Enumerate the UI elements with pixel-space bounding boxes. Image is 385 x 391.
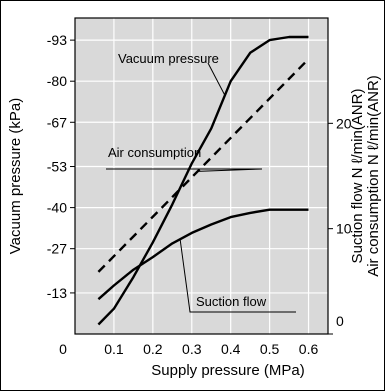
plot-border [74,17,329,335]
right-y-axis-label-2: Air consumption N ℓ/min(ANR) [365,75,382,277]
axis-ticks: 0 0.1 0.2 0.3 0.4 0.5 0.6 -93 -80 -67 -53 -40 -27 -13… [47,32,352,357]
right-tick-label: 0 [336,313,344,329]
air-consumption-leader [106,168,263,172]
x-tick-label: 0.4 [221,341,241,357]
right-y-axis-label-1: Suction flow N ℓ/min(ANR) [349,89,366,264]
x-tick-label: 0.2 [143,341,163,357]
x-axis-label: Supply pressure (MPa) [151,362,304,379]
x-tick-label: 0 [59,341,67,357]
x-tick-label: 0.6 [299,341,319,357]
left-tick-label: -40 [47,200,67,216]
x-tick-label: 0.1 [104,341,124,357]
suction-flow-line [97,208,309,301]
series-labels: Vacuum pressure Air consumption Suction fl… [106,51,296,313]
gridlines [75,18,328,334]
suction-flow-label: Suction flow [196,294,267,309]
left-tick-label: -67 [47,114,67,130]
left-tick-label: -80 [47,73,67,89]
right-tick-label: 10 [336,221,352,237]
left-y-axis-label: Vacuum pressure (kPa) [7,98,24,254]
air-consumption-label: Air consumption [108,145,201,160]
x-tick-label: 0.3 [182,341,202,357]
left-tick-label: -13 [47,285,67,301]
series-lines [97,35,310,326]
x-tick-label: 0.5 [260,341,280,357]
right-tick-label: 20 [336,115,352,131]
left-tick-label: -93 [47,32,67,48]
left-tick-label: -27 [47,241,67,257]
left-tick-label: -53 [47,159,67,175]
air-consumption-line [97,58,310,273]
suction-flow-leader [179,239,296,313]
vacuum-pressure-label: Vacuum pressure [118,51,219,66]
vacuum-pressure-line [97,35,309,326]
vacuum-pressure-leader [207,62,226,96]
